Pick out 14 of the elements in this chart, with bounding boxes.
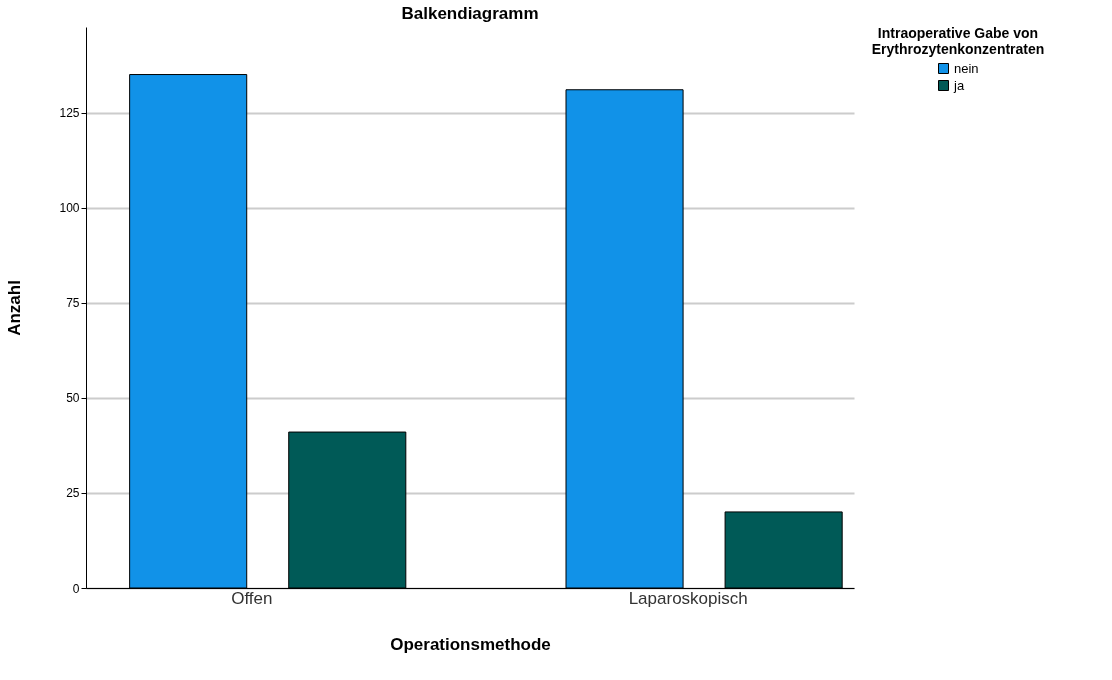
y-tick-label: 75: [66, 296, 80, 311]
legend-title: Intraoperative Gabe von Erythrozytenkonzentraten: [871, 25, 1045, 57]
legend-label: ja: [953, 77, 965, 93]
x-axis-title: Operationsmethode: [390, 634, 551, 654]
y-tick-label: 25: [66, 486, 80, 501]
y-tick-label: 125: [59, 106, 80, 121]
x-tick-label: Laparoskopisch: [628, 588, 748, 608]
y-tick-label: 100: [59, 201, 80, 216]
y-tick-label: 50: [66, 391, 80, 406]
legend-label: nein: [954, 60, 979, 76]
x-tick-label: Offen: [231, 588, 273, 608]
chart-title: Balkendiagramm: [401, 4, 539, 23]
y-axis-title: Anzahl: [5, 280, 25, 336]
y-tick-label: 0: [72, 581, 80, 596]
